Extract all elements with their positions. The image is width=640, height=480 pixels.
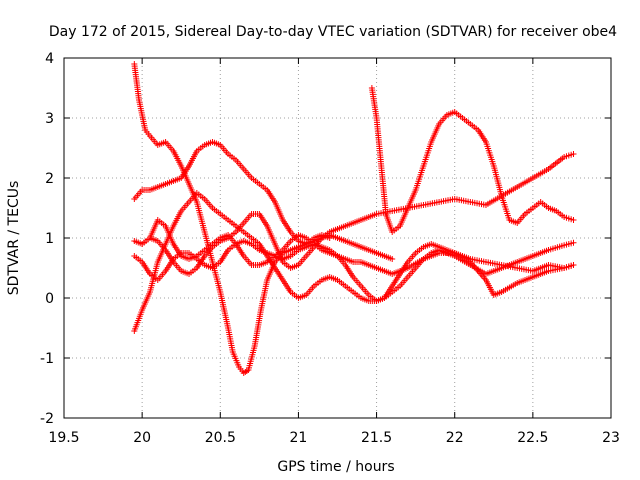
x-tick-label: 21.5	[361, 430, 392, 446]
x-axis-title: GPS time / hours	[277, 459, 394, 475]
y-tick-label: 3	[45, 111, 54, 127]
x-tick-label: 21	[290, 430, 308, 446]
data-point	[570, 239, 577, 246]
x-tick-label: 22	[446, 430, 464, 446]
x-tick-label: 22.5	[517, 430, 548, 446]
y-tick-label: 0	[45, 291, 54, 307]
series-track-4	[131, 217, 577, 298]
data-point	[570, 151, 577, 157]
y-tick-label: -1	[40, 351, 54, 367]
x-tick-label: 23	[602, 430, 620, 446]
y-tick-label: 1	[45, 231, 54, 247]
data-point	[570, 217, 577, 223]
y-tick-label: -2	[40, 411, 54, 427]
y-tick-label: 4	[45, 51, 54, 67]
series-track-5	[131, 238, 577, 304]
x-tick-label: 20.5	[205, 430, 236, 446]
chart-title: Day 172 of 2015, Sidereal Day-to-day VTE…	[49, 24, 617, 40]
series-track-1	[131, 61, 333, 376]
data-points	[131, 61, 577, 376]
y-tick-label: 2	[45, 171, 54, 187]
series-track-6	[139, 211, 396, 277]
series-track-7	[368, 85, 577, 235]
y-axis-title: SDTVAR / TECUs	[6, 181, 22, 296]
data-point	[570, 262, 577, 268]
x-tick-label: 19.5	[48, 430, 79, 446]
series-track-2	[131, 139, 577, 247]
x-tick-label: 20	[133, 430, 151, 446]
data-point	[389, 256, 396, 262]
